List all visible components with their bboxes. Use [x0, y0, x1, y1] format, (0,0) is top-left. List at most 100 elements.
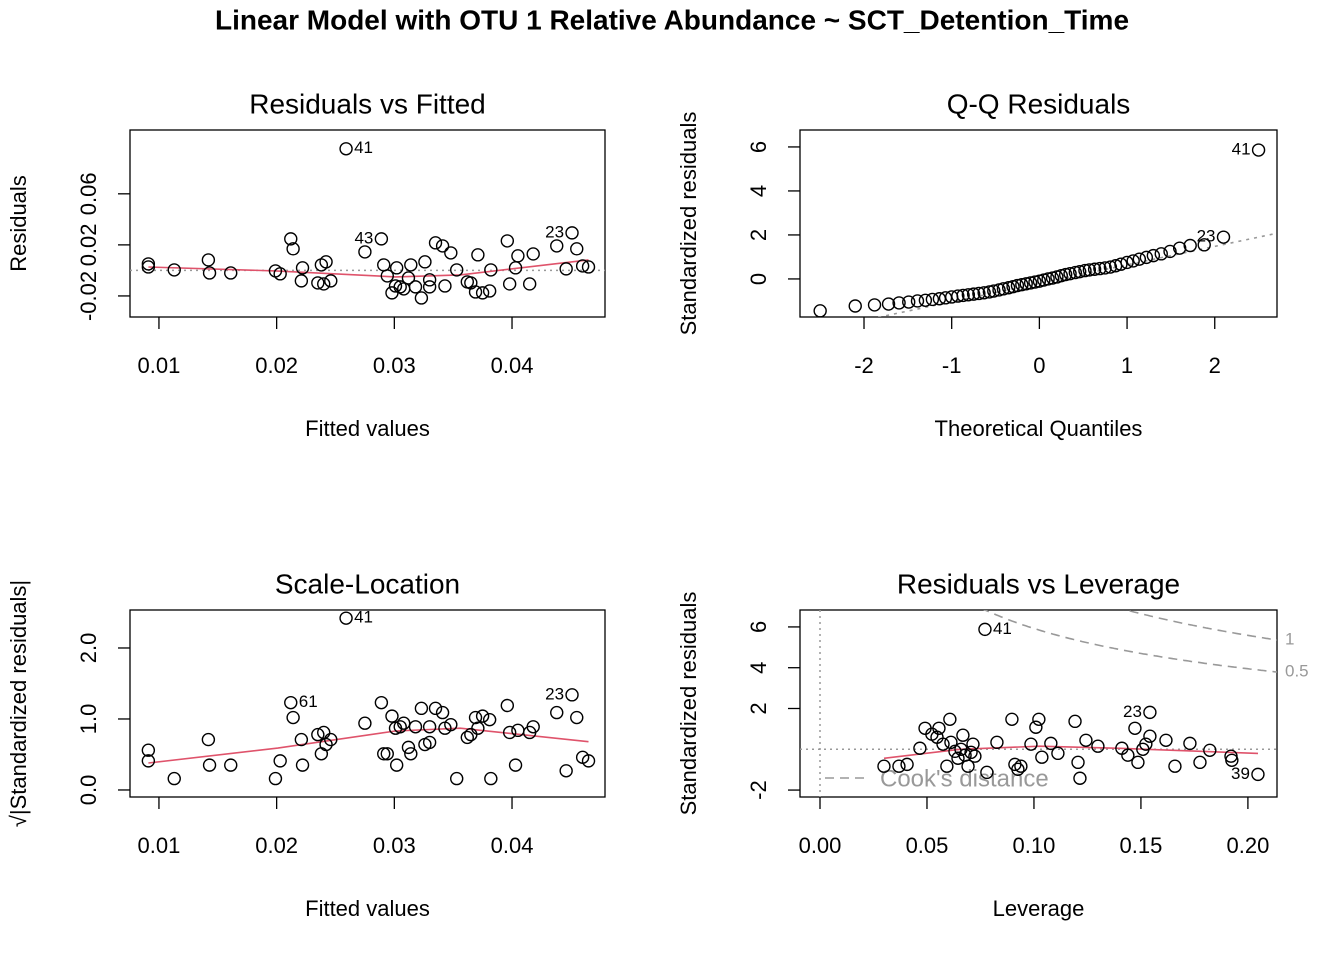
cook-contour-label: 0.5 — [1285, 661, 1309, 680]
point — [1024, 737, 1038, 751]
point — [401, 271, 416, 285]
y-tick-label: -0.02 — [76, 271, 101, 321]
y-tick-label: 4 — [746, 185, 771, 197]
point — [1032, 712, 1046, 727]
point — [500, 698, 515, 713]
x-tick-label: 0.03 — [373, 833, 416, 858]
point — [482, 284, 497, 298]
plot-frame — [129, 129, 606, 318]
point — [339, 611, 353, 625]
x-tick-label: -2 — [854, 353, 874, 378]
point — [502, 277, 517, 291]
point — [377, 747, 391, 761]
point — [202, 266, 217, 280]
point-label: 41 — [354, 138, 373, 157]
point — [550, 705, 564, 720]
cook-contour-label: 1 — [1285, 629, 1294, 648]
point — [319, 737, 333, 752]
point — [502, 725, 517, 740]
point — [482, 712, 497, 727]
point — [468, 710, 483, 725]
point — [389, 758, 404, 772]
point — [324, 274, 338, 288]
point — [408, 720, 423, 734]
point — [972, 286, 986, 301]
point — [468, 285, 483, 299]
point — [913, 741, 927, 755]
point — [977, 286, 991, 300]
point — [418, 255, 432, 269]
point — [1044, 736, 1058, 751]
point — [944, 735, 958, 750]
point — [444, 246, 458, 260]
point — [892, 759, 906, 773]
point — [286, 242, 300, 256]
point — [1132, 252, 1147, 266]
point — [511, 249, 525, 263]
point — [1225, 753, 1239, 767]
point — [1014, 759, 1028, 773]
point — [401, 740, 416, 755]
point — [422, 735, 437, 750]
point — [141, 257, 156, 271]
point — [550, 239, 564, 253]
panel-title: Residuals vs Leverage — [897, 568, 1180, 599]
point — [397, 282, 411, 296]
point — [570, 710, 584, 725]
point — [471, 248, 485, 262]
point — [956, 728, 970, 742]
point — [1071, 755, 1085, 770]
point — [964, 745, 978, 760]
point — [1128, 721, 1142, 735]
y-tick-label: 6 — [746, 141, 771, 153]
plot-frame — [799, 129, 1278, 318]
point — [422, 280, 437, 294]
point — [966, 287, 981, 301]
point — [559, 262, 573, 276]
point — [311, 727, 325, 742]
point — [1121, 748, 1135, 762]
point — [1068, 714, 1082, 729]
point-label: 41 — [354, 608, 373, 627]
x-tick-label: 0.20 — [1226, 833, 1269, 858]
y-tick-label: 1.0 — [76, 704, 101, 735]
x-tick-label: 1 — [1121, 353, 1133, 378]
point — [268, 771, 283, 786]
point — [1058, 267, 1073, 282]
point — [1068, 265, 1083, 280]
point — [1183, 238, 1197, 253]
point — [902, 295, 916, 309]
smooth-line — [148, 259, 589, 278]
x-tick-label: 0.00 — [799, 833, 842, 858]
point — [224, 266, 238, 280]
point — [500, 234, 515, 248]
point — [385, 286, 399, 300]
point — [294, 732, 309, 747]
x-tick-label: 0.03 — [373, 353, 416, 378]
x-tick-label: 0.15 — [1120, 833, 1163, 858]
point — [522, 277, 537, 291]
point — [813, 304, 827, 318]
point — [961, 759, 975, 773]
point — [565, 688, 579, 702]
point-label: 39 — [1231, 764, 1250, 783]
point — [943, 712, 957, 727]
point — [1035, 750, 1049, 764]
point — [1139, 737, 1153, 751]
point — [444, 717, 458, 732]
point — [319, 255, 333, 269]
point — [1146, 248, 1161, 263]
point — [286, 710, 300, 725]
x-tick-label: 0.04 — [491, 833, 534, 858]
point-label: 23 — [1197, 227, 1216, 246]
point — [1159, 733, 1173, 748]
point — [996, 282, 1011, 296]
point — [475, 286, 490, 300]
point — [1051, 746, 1065, 761]
point — [980, 765, 994, 780]
cook-contour — [983, 610, 1277, 673]
point — [1203, 743, 1217, 758]
y-tick-label: 0.0 — [76, 775, 101, 806]
point — [324, 732, 338, 747]
